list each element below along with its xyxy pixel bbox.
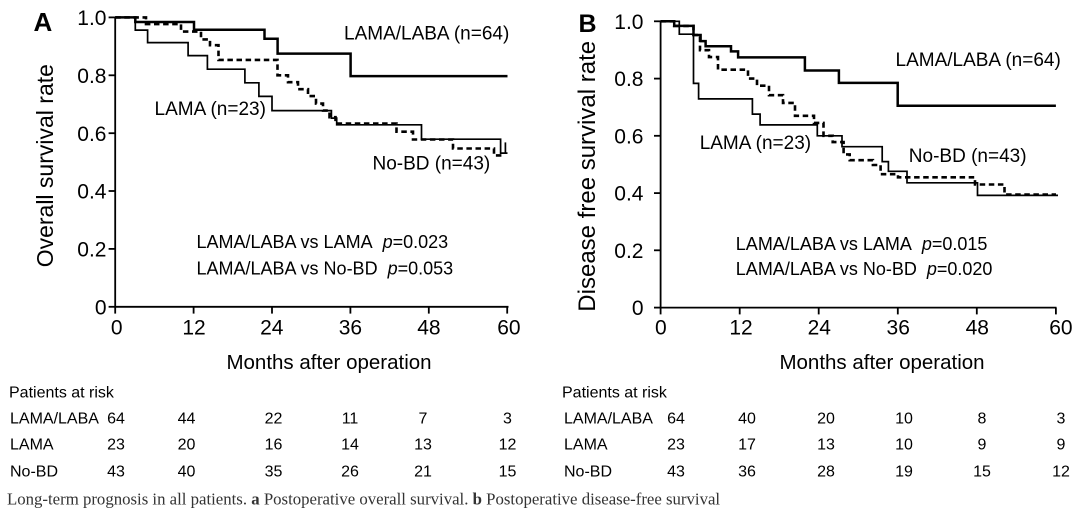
- svg-text:10: 10: [895, 411, 913, 428]
- svg-text:64: 64: [107, 411, 125, 428]
- svg-text:LAMA/LABA (n=64): LAMA/LABA (n=64): [896, 50, 1061, 71]
- svg-text:No-BD (n=43): No-BD (n=43): [373, 154, 491, 175]
- svg-text:28: 28: [817, 464, 835, 481]
- svg-text:LAMA/LABA vs LAMA p=0.023: LAMA/LABA vs LAMA p=0.023: [197, 232, 449, 252]
- svg-text:24: 24: [260, 317, 284, 340]
- svg-text:44: 44: [178, 411, 196, 428]
- svg-text:LAMA/LABA: LAMA/LABA: [564, 411, 653, 428]
- svg-text:B: B: [579, 10, 597, 38]
- svg-text:0: 0: [95, 296, 107, 319]
- svg-text:9: 9: [978, 437, 987, 454]
- svg-text:60: 60: [497, 317, 520, 340]
- svg-text:Patients at risk: Patients at risk: [9, 385, 115, 402]
- svg-text:21: 21: [414, 464, 432, 481]
- svg-text:LAMA/LABA: LAMA/LABA: [10, 411, 99, 428]
- svg-text:1.0: 1.0: [77, 7, 106, 30]
- svg-text:35: 35: [265, 464, 283, 481]
- svg-text:0.8: 0.8: [614, 68, 643, 91]
- svg-text:LAMA (n=23): LAMA (n=23): [700, 133, 811, 154]
- svg-text:14: 14: [341, 437, 359, 454]
- svg-text:23: 23: [667, 437, 685, 454]
- svg-text:0.4: 0.4: [77, 181, 107, 204]
- svg-text:43: 43: [107, 464, 125, 481]
- svg-text:23: 23: [107, 437, 125, 454]
- svg-text:0.6: 0.6: [614, 125, 643, 148]
- svg-text:1.0: 1.0: [614, 11, 643, 34]
- svg-text:0.6: 0.6: [77, 123, 106, 146]
- svg-text:0.4: 0.4: [614, 183, 644, 206]
- svg-text:0: 0: [632, 297, 644, 320]
- svg-text:0: 0: [111, 317, 123, 340]
- svg-text:Months after operation: Months after operation: [779, 351, 984, 374]
- svg-text:12: 12: [1052, 464, 1070, 481]
- svg-text:10: 10: [895, 437, 913, 454]
- svg-text:17: 17: [738, 437, 756, 454]
- svg-text:LAMA (n=23): LAMA (n=23): [155, 99, 266, 120]
- svg-text:36: 36: [887, 317, 910, 340]
- svg-text:60: 60: [1049, 317, 1072, 340]
- svg-text:3: 3: [503, 411, 512, 428]
- svg-text:43: 43: [667, 464, 685, 481]
- svg-text:12: 12: [182, 317, 205, 340]
- svg-text:64: 64: [667, 411, 685, 428]
- svg-text:20: 20: [817, 411, 835, 428]
- svg-text:Patients at risk: Patients at risk: [562, 385, 668, 402]
- svg-text:13: 13: [817, 437, 835, 454]
- svg-text:13: 13: [414, 437, 432, 454]
- svg-text:Months after operation: Months after operation: [226, 351, 431, 374]
- svg-text:0: 0: [655, 317, 667, 340]
- svg-text:22: 22: [265, 411, 283, 428]
- svg-text:12: 12: [729, 317, 752, 340]
- svg-text:LAMA/LABA (n=64): LAMA/LABA (n=64): [344, 24, 509, 45]
- svg-text:No-BD: No-BD: [10, 464, 58, 481]
- svg-text:36: 36: [339, 317, 362, 340]
- svg-text:No-BD: No-BD: [564, 464, 612, 481]
- svg-text:No-BD (n=43): No-BD (n=43): [909, 146, 1027, 167]
- svg-text:A: A: [34, 7, 53, 37]
- svg-text:48: 48: [417, 317, 440, 340]
- svg-text:7: 7: [419, 411, 428, 428]
- svg-text:11: 11: [342, 411, 359, 428]
- svg-text:Disease free survival rate: Disease free survival rate: [574, 41, 601, 312]
- svg-text:Long-term prognosis in all pat: Long-term prognosis in all patients. a P…: [7, 490, 720, 509]
- svg-text:24: 24: [808, 317, 832, 340]
- svg-text:15: 15: [973, 464, 991, 481]
- svg-text:LAMA: LAMA: [564, 437, 608, 454]
- svg-text:19: 19: [895, 464, 913, 481]
- svg-text:48: 48: [966, 317, 989, 340]
- svg-text:0.2: 0.2: [77, 239, 106, 262]
- svg-text:9: 9: [1057, 437, 1066, 454]
- svg-text:16: 16: [265, 437, 283, 454]
- svg-text:LAMA/LABA vs No-BD p=0.020: LAMA/LABA vs No-BD p=0.020: [736, 259, 993, 279]
- svg-text:LAMA/LABA vs LAMA p=0.015: LAMA/LABA vs LAMA p=0.015: [736, 234, 988, 254]
- svg-text:12: 12: [499, 437, 517, 454]
- svg-text:40: 40: [738, 411, 756, 428]
- svg-text:26: 26: [341, 464, 359, 481]
- svg-text:0.8: 0.8: [77, 65, 106, 88]
- svg-text:LAMA: LAMA: [10, 437, 54, 454]
- svg-text:0.2: 0.2: [614, 240, 643, 263]
- svg-text:40: 40: [178, 464, 196, 481]
- svg-text:8: 8: [978, 411, 987, 428]
- svg-text:36: 36: [738, 464, 756, 481]
- svg-text:LAMA/LABA vs No-BD p=0.053: LAMA/LABA vs No-BD p=0.053: [197, 258, 454, 278]
- svg-text:Overall survival rate: Overall survival rate: [32, 64, 58, 267]
- svg-text:20: 20: [178, 437, 196, 454]
- svg-text:15: 15: [499, 464, 517, 481]
- svg-text:3: 3: [1057, 411, 1066, 428]
